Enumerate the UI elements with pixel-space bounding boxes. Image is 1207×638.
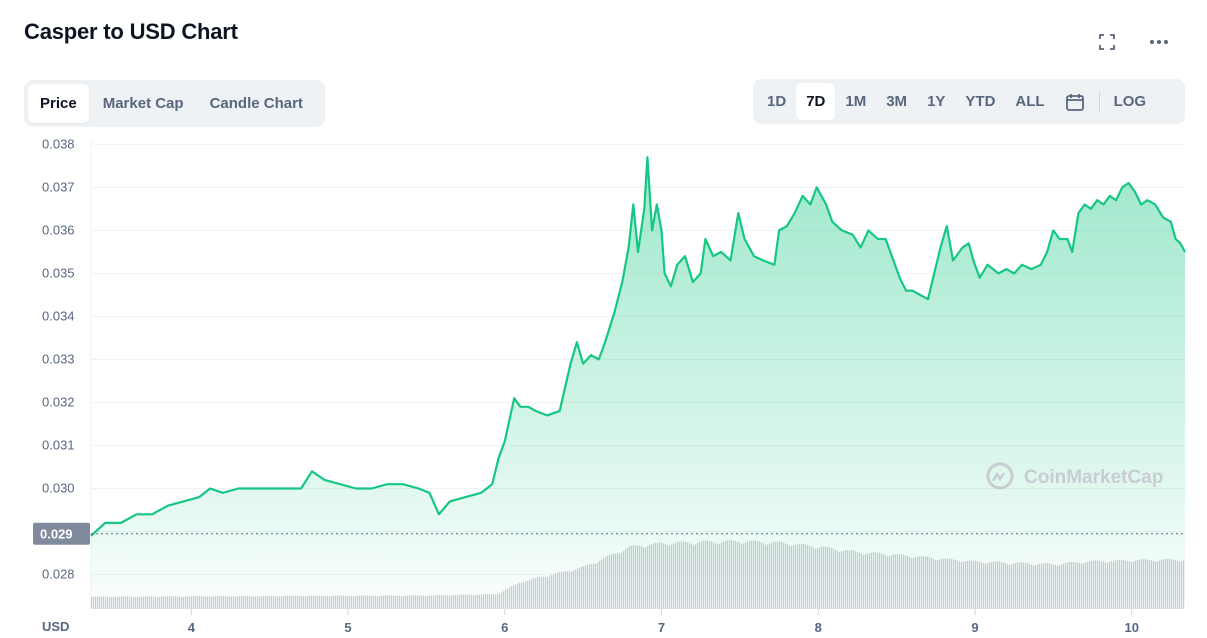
x-tick-label: 9 xyxy=(971,620,978,635)
tab-price[interactable]: Price xyxy=(28,84,89,123)
time-range-tabs: 1D 7D 1M 3M 1Y YTD ALL LOG xyxy=(753,79,1185,124)
tab-divider xyxy=(1098,91,1100,112)
range-ytd[interactable]: YTD xyxy=(965,93,996,110)
y-tick-label: 0.038 xyxy=(42,136,75,151)
y-tick-label: 0.036 xyxy=(42,222,75,237)
range-1y[interactable]: 1Y xyxy=(927,93,946,110)
y-tick-label: 0.032 xyxy=(42,394,75,409)
y-tick-label: 0.028 xyxy=(42,567,75,582)
x-tick-label: 10 xyxy=(1124,620,1138,635)
x-tick-label: 7 xyxy=(658,620,665,635)
x-tick-label: 8 xyxy=(815,620,822,635)
coinmarketcap-watermark: CoinMarketCap xyxy=(986,462,1163,490)
x-tick-label: 4 xyxy=(188,620,196,635)
x-tick-label: 6 xyxy=(501,620,508,635)
y-tick-label: 0.037 xyxy=(42,179,75,194)
range-7d[interactable]: 7D xyxy=(796,83,836,120)
currency-label: USD xyxy=(42,619,69,634)
tab-market-cap[interactable]: Market Cap xyxy=(102,95,184,112)
price-line xyxy=(90,156,1186,537)
current-price-tag xyxy=(33,522,90,545)
log-toggle[interactable]: LOG xyxy=(1113,93,1147,110)
y-tick-label: 0.035 xyxy=(42,265,75,280)
y-tick-label: 0.030 xyxy=(42,481,75,496)
calendar-icon[interactable] xyxy=(1055,83,1095,120)
page-title: Casper to USD Chart xyxy=(24,19,238,44)
more-icon[interactable] xyxy=(1147,30,1171,54)
range-3m[interactable]: 3M xyxy=(886,93,908,110)
range-1m[interactable]: 1M xyxy=(845,93,867,110)
current-price-label: 0.029 xyxy=(40,527,73,542)
x-tick-label: 5 xyxy=(344,620,351,635)
range-all[interactable]: ALL xyxy=(1015,93,1045,110)
y-tick-label: 0.033 xyxy=(42,351,75,366)
tab-candle-chart[interactable]: Candle Chart xyxy=(209,95,303,112)
fullscreen-icon[interactable] xyxy=(1095,30,1119,54)
price-area-fill xyxy=(91,157,1185,609)
y-tick-label: 0.034 xyxy=(42,308,75,323)
y-tick-label: 0.031 xyxy=(42,437,75,452)
range-1d[interactable]: 1D xyxy=(767,93,787,110)
chart-type-tabs: Price Market Cap Candle Chart xyxy=(24,80,325,127)
watermark-text: CoinMarketCap xyxy=(1024,467,1163,488)
